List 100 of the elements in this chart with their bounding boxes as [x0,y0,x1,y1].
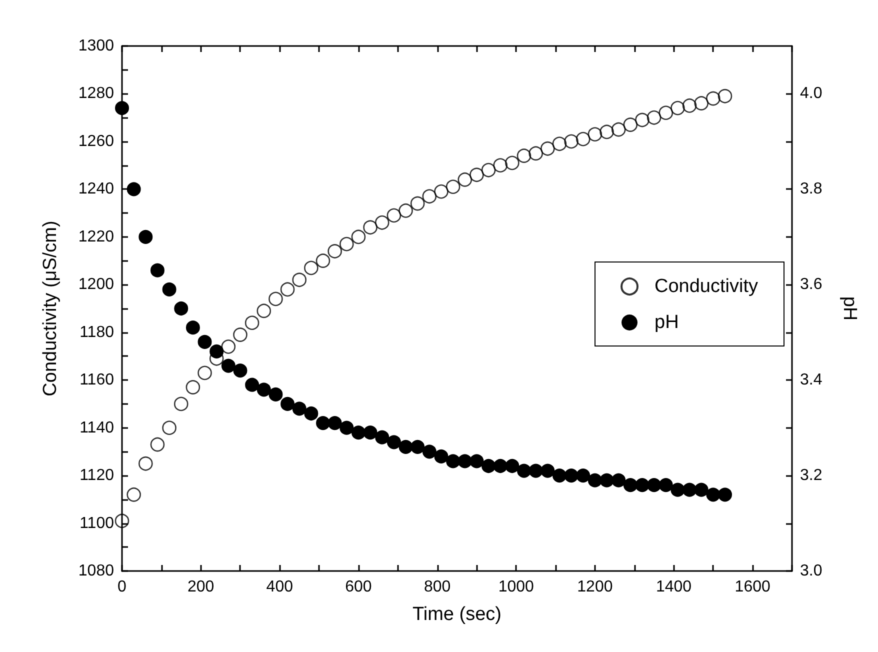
point [115,101,129,116]
point [268,292,283,306]
y-tick-label: 1180 [80,324,114,341]
point [138,230,153,244]
y-tick-label: 1220 [78,228,114,246]
point [304,406,318,420]
point [528,146,543,161]
point [670,100,685,116]
point [198,334,212,349]
point [114,514,130,528]
x-tick-label: 1600 [734,578,770,596]
point [588,127,602,142]
y-tick-label: 1200 [78,276,114,294]
point [706,488,720,502]
y-tick-label: 1100 [80,514,114,532]
point [316,254,330,268]
point [316,416,330,430]
point [280,396,295,411]
point [623,118,638,132]
point [682,482,697,497]
point [422,189,437,204]
point [635,112,650,128]
point [588,473,602,488]
point [186,380,200,394]
point [718,88,732,104]
point [398,440,413,454]
point [635,478,650,492]
point [422,444,436,459]
x-tick-label: 1400 [656,578,692,596]
point [363,426,378,440]
y2-tick-label: 4.0 [800,85,822,102]
x-tick-label: 200 [187,578,214,596]
point [340,420,354,435]
point [233,364,248,378]
point [658,478,673,492]
point [268,387,283,402]
point [174,302,188,316]
point [481,162,496,178]
point [244,316,260,330]
point [670,482,685,497]
point [198,366,212,380]
point [328,416,342,430]
y-tick-label: 1140 [80,419,114,436]
point [576,132,590,146]
x-axis-title: Time (sec) [412,604,502,625]
point [552,136,567,151]
point [375,430,390,444]
point [138,456,153,471]
point [280,282,295,297]
y-tick-label: 1160 [80,372,114,389]
point [470,454,484,468]
point [292,272,307,288]
point [528,464,543,478]
point [233,328,248,342]
point [516,148,532,163]
y-tick-label: 1120 [80,467,114,484]
point [470,168,484,182]
legend-label: pH [654,312,679,333]
point [304,260,318,276]
point [540,141,555,156]
point [446,180,460,194]
point [434,449,448,464]
x-tick-label: 600 [345,578,372,596]
point [374,215,390,230]
point [682,98,697,113]
point [126,487,141,502]
y-tick-label: 1080 [78,562,114,580]
point [126,182,141,196]
point [458,172,472,187]
point [718,488,732,502]
y-tick-label: 1260 [78,132,114,150]
x-tick-label: 800 [424,578,451,596]
point [162,282,176,296]
point [150,437,165,452]
point [386,435,401,450]
point [458,454,472,468]
point [611,122,626,137]
point [540,464,555,478]
point [505,459,520,473]
point [351,426,366,440]
point [552,468,566,483]
y2-tick-label: 3.0 [800,562,822,580]
y2-tick-label: 3.4 [800,372,822,389]
point [446,454,460,468]
y2-tick-label: 3.6 [800,276,822,294]
point [706,91,720,106]
point [482,459,496,473]
point [186,320,200,335]
y-tick-label: 1300 [78,38,114,54]
x-tick-label: 400 [266,578,294,596]
point [600,124,614,140]
point [351,230,366,244]
point [646,110,662,125]
point [694,96,709,110]
y2-tick-label: 3.8 [800,180,822,198]
x-tick-label: 1000 [498,578,534,596]
point [221,358,236,373]
point [162,420,176,435]
point [612,473,626,488]
point [210,344,224,358]
